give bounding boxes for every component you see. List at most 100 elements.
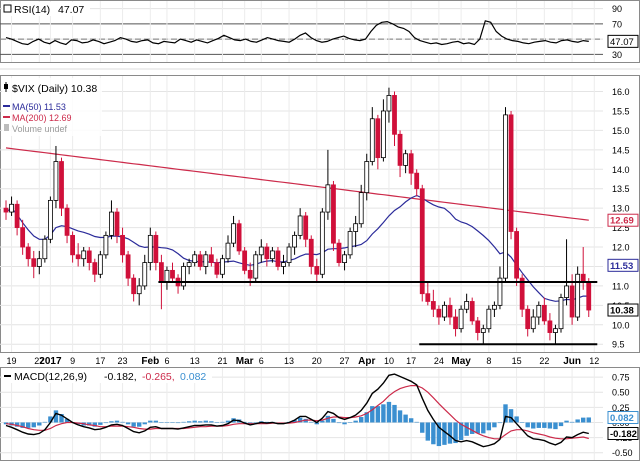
candle: [491, 301, 497, 318]
candle-body: [541, 304, 547, 322]
macd-value-macd: -0.182,: [104, 371, 137, 383]
candle-body: [114, 211, 120, 236]
macd-value-signal: -0.265,: [142, 371, 175, 383]
macd-histogram-bar: [492, 422, 497, 428]
macd-histogram-bar: [175, 422, 181, 424]
candle: [564, 239, 569, 306]
candle: [419, 184, 425, 302]
price-title: $VIX (Daily) 10.38: [12, 83, 97, 95]
macd-histogram-bar: [98, 422, 103, 425]
candle: [214, 258, 220, 279]
macd-histogram-bar: [159, 422, 164, 423]
candle: [503, 107, 508, 283]
rsi-panel: [0, 0, 640, 63]
macd-histogram-bar: [475, 422, 480, 434]
macd-line: [5, 373, 589, 448]
x-axis-label: 19: [7, 356, 17, 366]
price-value-badge-box: [607, 303, 639, 317]
candle: [475, 317, 481, 341]
candle: [81, 247, 87, 267]
candle-body: [364, 161, 370, 194]
candle-body: [458, 308, 464, 330]
candle-body: [553, 328, 558, 333]
candle-body: [447, 304, 453, 318]
macd-histogram-bar: [137, 422, 142, 427]
candle-body: [214, 262, 220, 275]
macd-histogram-bar: [464, 422, 469, 436]
candle-body: [208, 254, 214, 263]
candle-body: [497, 277, 503, 306]
macd-histogram-bar: [392, 404, 397, 423]
candle-body: [547, 320, 553, 333]
candle-body: [158, 262, 164, 283]
candle-body: [136, 285, 142, 295]
candle-body: [120, 234, 125, 256]
candle-body: [258, 246, 264, 256]
x-axis-label: 10: [384, 356, 394, 366]
candle: [447, 297, 453, 325]
macd-histogram-bar: [164, 422, 170, 423]
candle-body: [525, 308, 531, 330]
macd-histogram-bar: [242, 421, 247, 423]
candle: [575, 266, 581, 321]
macd-histogram-bar: [553, 422, 558, 430]
x-axis-label: 23: [118, 356, 128, 366]
macd-histogram-bar: [209, 421, 214, 423]
candle: [59, 157, 64, 216]
price-value-badge-box: [607, 213, 639, 227]
candle-body: [491, 304, 497, 310]
macd-histogram-bar: [14, 422, 20, 427]
candle: [480, 324, 486, 345]
candle: [436, 305, 442, 325]
candle-body: [14, 203, 20, 229]
macd-histogram-bar: [514, 416, 519, 423]
candle-body: [147, 234, 153, 263]
candle: [530, 309, 536, 333]
macd-title: MACD(12,26,9) -0.182, -0.265, 0.082: [2, 369, 212, 383]
candle-body: [353, 223, 359, 232]
macd-histogram-bar: [364, 412, 369, 423]
candle-body: [281, 262, 286, 267]
x-axis-label: 6: [164, 356, 169, 366]
macd-title-label: MACD(12,26,9): [14, 371, 87, 383]
macd-histogram-bar: [53, 410, 59, 423]
candle-body: [70, 234, 75, 256]
candle-body: [92, 262, 98, 275]
candle: [319, 208, 325, 279]
candle-body: [275, 250, 281, 267]
candle-body: [380, 110, 386, 159]
candle-body: [253, 254, 259, 279]
rsi-series-line: [5, 20, 589, 46]
macd-histogram-bar: [531, 422, 536, 429]
rsi-value-badge-box: [607, 34, 639, 48]
candle: [264, 243, 270, 267]
candle: [347, 227, 353, 259]
candle: [547, 313, 553, 341]
macd-histogram-bar: [20, 422, 25, 428]
price-tick-label: 14.5: [612, 145, 630, 155]
candle-body: [36, 258, 42, 267]
macd-histogram-bar: [442, 422, 447, 445]
candle: [392, 91, 397, 146]
ma50-legend-label: MA(50) 11.53: [12, 102, 66, 112]
x-axis-label: Feb: [141, 356, 159, 367]
candle: [292, 231, 298, 255]
macd-histogram-bar: [336, 422, 342, 424]
candle-body: [103, 234, 109, 256]
candle-body: [336, 242, 342, 263]
rsi-title: RSI(14) 47.07: [2, 2, 90, 16]
x-axis-label: 9: [70, 356, 75, 366]
macd-histogram-bar: [131, 422, 136, 427]
candle-body: [386, 95, 392, 112]
price-value-badge: 11.53: [607, 258, 639, 272]
candle: [353, 215, 359, 248]
candle: [486, 305, 492, 333]
macd-histogram-bar: [309, 421, 314, 423]
macd-histogram: [3, 401, 591, 447]
candle: [242, 247, 248, 275]
moving-averages: [5, 147, 589, 302]
candle: [86, 247, 92, 271]
price-value-badge-box: [607, 258, 639, 272]
candle-body: [342, 254, 347, 263]
candle-body: [480, 328, 486, 333]
